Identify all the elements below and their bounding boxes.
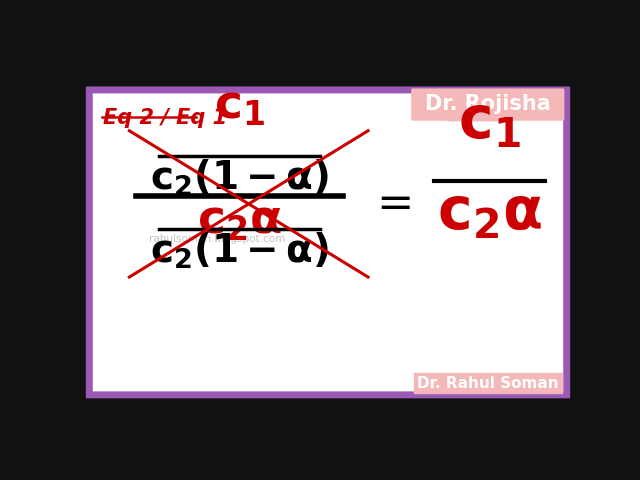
Text: $\mathbf{c_1}$: $\mathbf{c_1}$ [458,93,521,150]
Bar [414,373,562,393]
Text: $\mathbf{c_2(1-\alpha)}$: $\mathbf{c_2(1-\alpha)}$ [150,158,329,198]
Bar [82,58,575,88]
Text: Eq 2 / Eq 1: Eq 2 / Eq 1 [103,108,227,128]
Text: Dr. Rahul Soman: Dr. Rahul Soman [417,376,559,391]
Bar [82,396,575,427]
Text: $=$: $=$ [368,181,412,224]
Text: rahulsoman.blogspot.com: rahulsoman.blogspot.com [149,234,285,243]
Text: Dr. Rojisha: Dr. Rojisha [424,94,550,114]
Text: $\mathbf{c_1}$: $\mathbf{c_1}$ [214,84,265,129]
FancyBboxPatch shape [90,90,566,395]
Text: $\mathbf{c_2\alpha}$: $\mathbf{c_2\alpha}$ [197,199,282,243]
Text: $\mathbf{c_2\alpha}$: $\mathbf{c_2\alpha}$ [437,185,542,241]
Text: $\mathbf{c_2(1-\alpha)}$: $\mathbf{c_2(1-\alpha)}$ [150,231,329,271]
FancyBboxPatch shape [411,88,564,121]
Polygon shape [447,108,501,121]
